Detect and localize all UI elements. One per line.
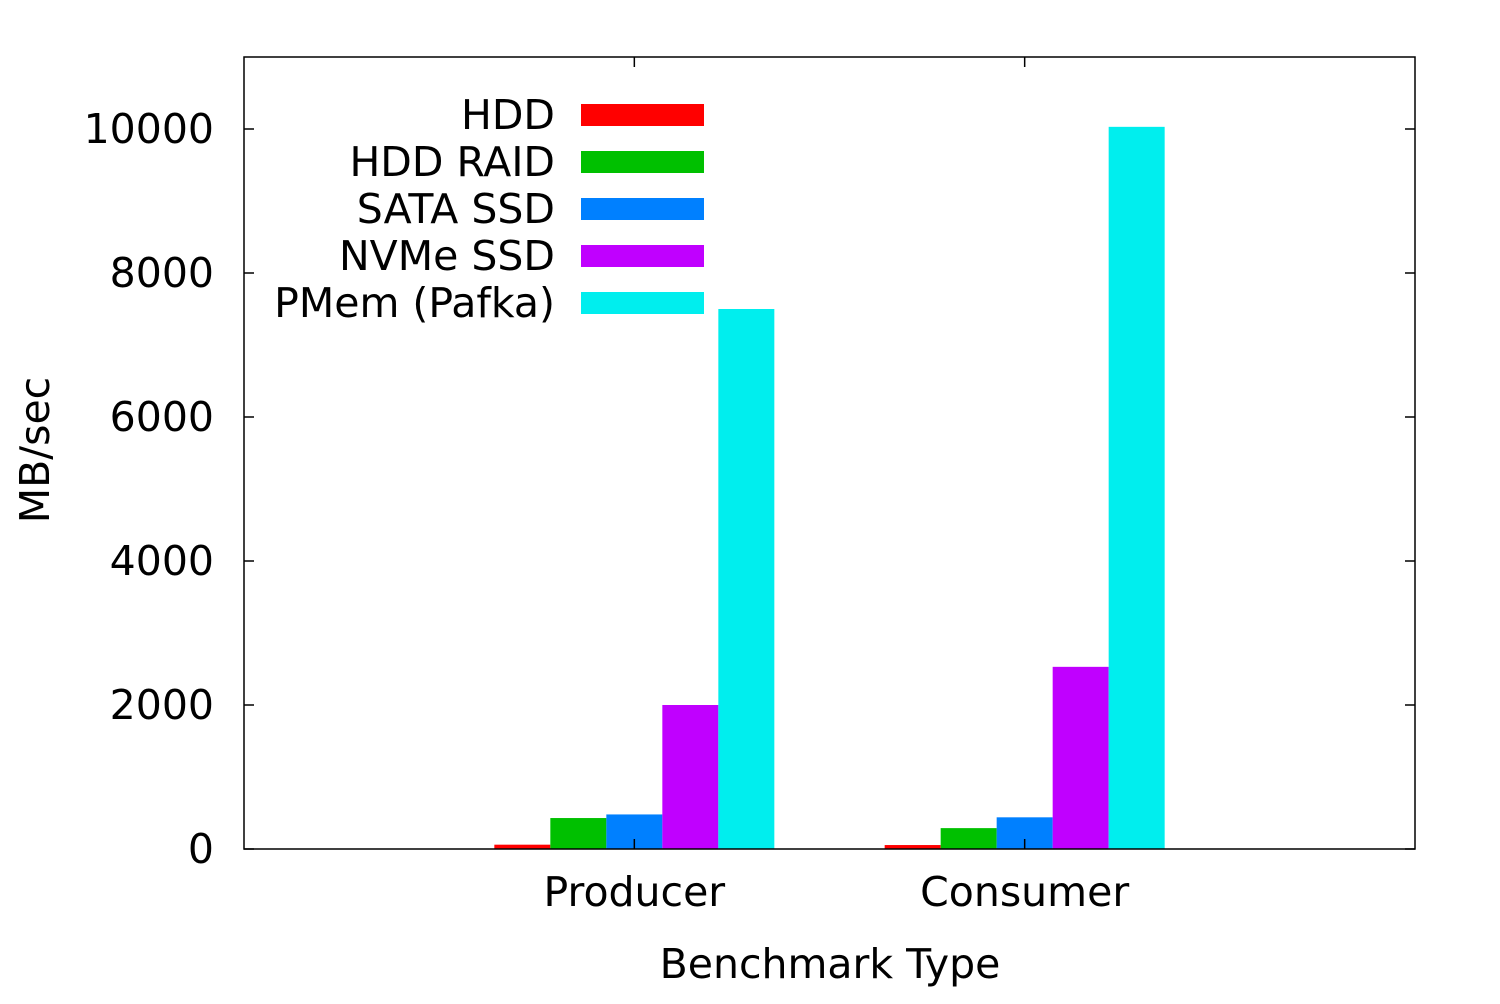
plot-frame [243,56,1416,850]
x-tick-label: Producer [543,868,725,916]
bar [1052,666,1109,849]
bar [940,828,997,849]
bar [494,844,551,849]
x-axis: Producer Consumer [543,57,1129,916]
legend-swatch [581,245,704,267]
bar [718,309,775,849]
y-tick-label: 8000 [110,249,214,297]
legend-label: HDD RAID [349,138,555,186]
legend-swatch [581,198,704,220]
y-tick-label: 2000 [110,681,214,729]
bars-layer [494,126,1165,850]
bar [884,845,941,849]
y-tick-label: 6000 [110,393,214,441]
y-tick-label: 10000 [84,105,214,153]
y-axis: 0 2000 4000 6000 8000 10000 [84,105,1415,873]
y-tick-label: 0 [188,825,214,873]
y-tick-label: 4000 [110,537,214,585]
bar [1108,126,1165,850]
plot-background [244,57,1415,849]
legend-label: SATA SSD [357,185,555,233]
legend-swatch [581,151,704,173]
x-axis-label: Benchmark Type [660,940,1001,988]
legend-label: NVMe SSD [339,232,555,280]
legend-label: HDD [461,91,555,139]
legend-swatch [581,104,704,126]
x-tick-label: Consumer [920,868,1129,916]
y-axis-label: MB/sec [11,377,59,523]
legend-label: PMem (Pafka) [274,279,555,327]
bar [662,705,719,849]
bar [550,818,607,849]
legend-swatch [581,292,704,314]
